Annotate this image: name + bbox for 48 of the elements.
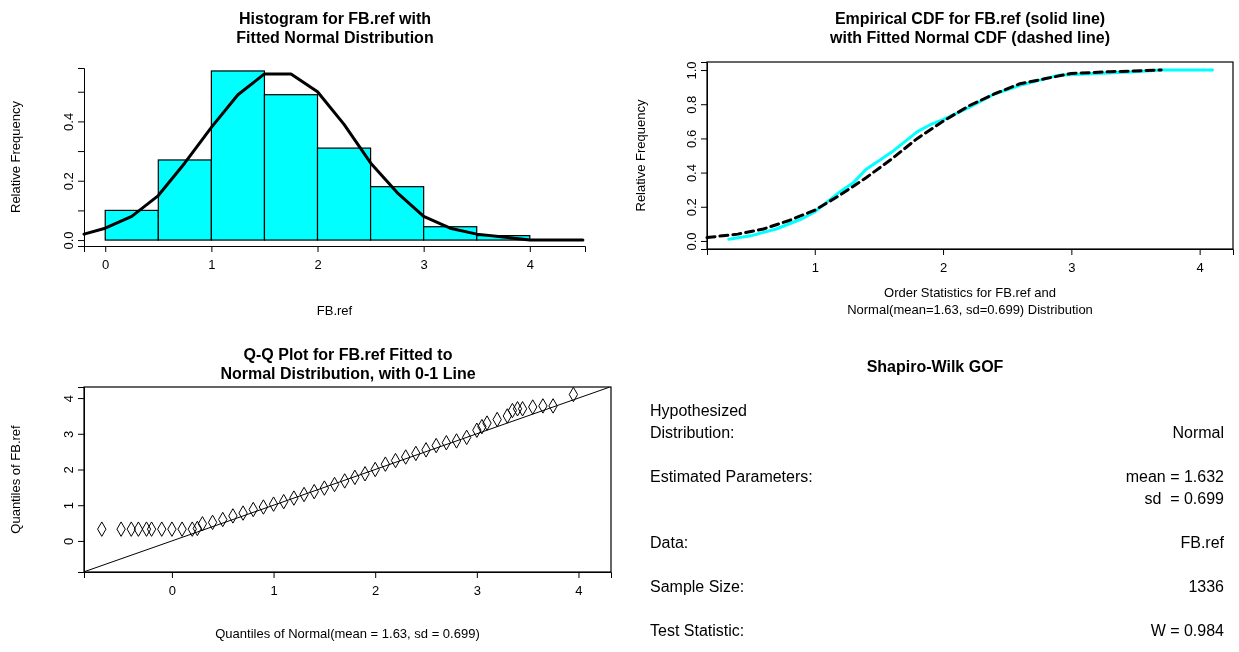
x-tick-label: 4 — [575, 583, 583, 599]
x-tick-label: 2 — [314, 257, 322, 273]
x-tick-label: 1 — [270, 583, 278, 599]
text: Normal — [1172, 424, 1224, 441]
x-tick-label: 0 — [102, 257, 110, 273]
y-tick-label: 1 — [60, 502, 76, 510]
y-axis-title: Relative Frequency — [633, 99, 648, 212]
text: mean = 1.632 sd = 0.699 — [1125, 468, 1225, 507]
text: 1336 — [1188, 578, 1225, 595]
y-tick-label: 0.8 — [683, 95, 699, 114]
text: W = 0.984 — [1150, 622, 1225, 639]
x-tick-label: 1 — [811, 260, 819, 276]
x-tick-label: 1 — [208, 257, 216, 273]
y-axis-title: Quantiles of FB.ref — [8, 424, 23, 534]
y-tick-label: 0.4 — [683, 164, 699, 183]
y-tick-label: 2 — [60, 466, 76, 474]
chart-title: Q-Q Plot for FB.ref Fitted to Normal Distribution, with 0-1 Line — [220, 346, 476, 382]
x-axis-title: Quantiles of Normal(mean = 1.63, sd = 0.699) — [215, 626, 480, 641]
x-axis-title: FB.ref — [316, 303, 353, 318]
x-tick-label: 4 — [1196, 260, 1204, 276]
text: Data: — [650, 534, 689, 551]
y-tick-label: 0.0 — [60, 231, 76, 250]
y-tick-label: 0.2 — [60, 172, 76, 191]
y-tick-label: 0.4 — [60, 112, 76, 131]
y-tick-label: 0.2 — [683, 198, 699, 217]
text: Shapiro-Wilk GOF — [866, 358, 1004, 375]
x-tick-label: 3 — [420, 257, 428, 273]
text: Estimated Parameters: — [650, 468, 813, 485]
x-tick-label: 4 — [526, 257, 534, 273]
x-tick-label: 0 — [168, 583, 177, 599]
text: Hypothesized Distribution: — [650, 402, 747, 441]
x-axis-title: Order Statistics for FB.ref and Normal(mean=1.63, sd=0.699) Distribution — [847, 285, 1093, 317]
y-tick-label: 0.6 — [683, 129, 699, 148]
x-tick-label: 3 — [1068, 260, 1076, 276]
y-tick-label: 3 — [60, 430, 76, 438]
y-tick-label: 0 — [60, 537, 76, 546]
x-tick-label: 2 — [372, 583, 380, 599]
chart-title: Histogram for FB.ref with Fitted Normal Distribution — [236, 10, 434, 46]
chart-title: Empirical CDF for FB.ref (solid line) with Fitted Normal CDF (dashed line) — [828, 10, 1111, 46]
text: Test Statistic: — [650, 622, 745, 639]
y-tick-label: 4 — [60, 394, 76, 403]
text: Sample Size: — [650, 578, 745, 595]
x-tick-label: 3 — [473, 583, 481, 599]
x-tick-label: 2 — [939, 260, 948, 276]
text: FB.ref — [1180, 534, 1225, 551]
y-tick-label: 0.0 — [683, 232, 699, 251]
y-tick-label: 1.0 — [683, 61, 699, 80]
y-axis-title: Relative Frequency — [8, 100, 23, 213]
